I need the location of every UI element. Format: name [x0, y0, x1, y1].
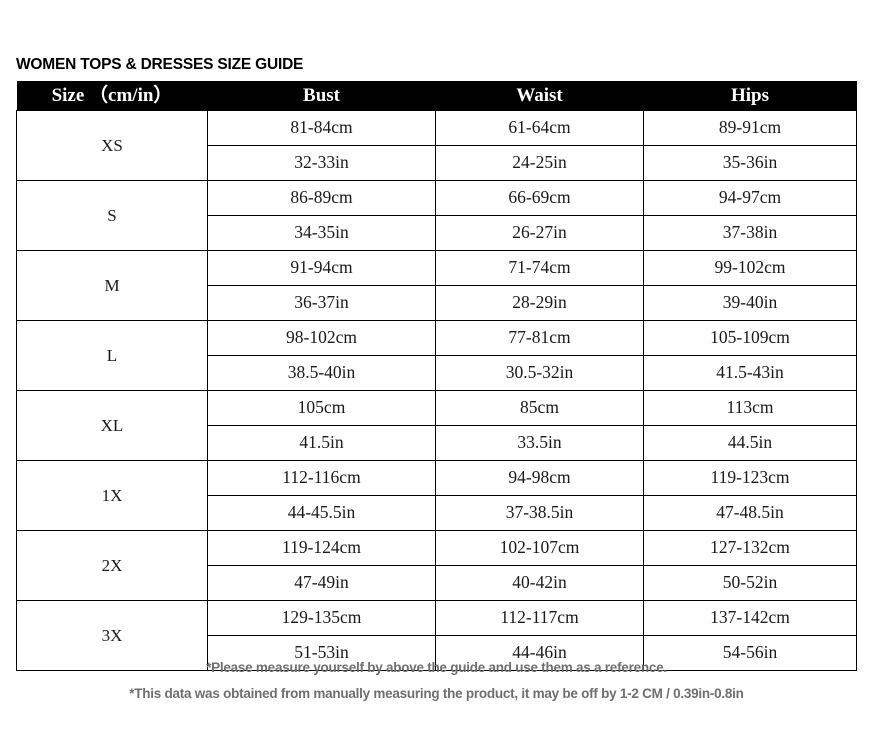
page-title: WOMEN TOPS & DRESSES SIZE GUIDE	[16, 56, 304, 73]
waist-in-cell: 24-25in	[435, 145, 644, 181]
bust-cm-cell: 129-135cm	[207, 600, 436, 636]
column-header-bust: Bust	[207, 81, 436, 111]
hips-in-cell: 39-40in	[643, 285, 857, 321]
table-header: Size （cm/in） Bust Waist Hips	[16, 81, 857, 111]
table-row: 38.5-40in 30.5-32in 41.5-43in	[17, 355, 857, 391]
table-row: 41.5in 33.5in 44.5in	[17, 425, 857, 461]
waist-cm-cell: 77-81cm	[435, 320, 644, 356]
waist-cm-cell: 112-117cm	[435, 600, 644, 636]
bust-cm-cell: 119-124cm	[207, 530, 436, 566]
size-label-cell: S	[16, 180, 208, 251]
bust-cm-cell: 105cm	[207, 390, 436, 426]
hips-in-cell: 47-48.5in	[643, 495, 857, 531]
table-row: 1X 112-116cm 94-98cm 119-123cm	[16, 460, 857, 531]
bust-in-cell: 41.5in	[207, 425, 436, 461]
table-row: 47-49in 40-42in 50-52in	[17, 565, 857, 601]
waist-in-cell: 28-29in	[435, 285, 644, 321]
waist-in-cell: 33.5in	[435, 425, 644, 461]
table-row: L 98-102cm 77-81cm 105-109cm	[16, 320, 857, 391]
size-guide-table: Size （cm/in） Bust Waist Hips XS 81-84cm 61…	[16, 81, 857, 671]
waist-cm-cell: 66-69cm	[435, 180, 644, 216]
table-row: XL 105cm 85cm 113cm	[16, 390, 857, 461]
hips-in-cell: 44.5in	[643, 425, 857, 461]
table-row: 32-33in 24-25in 35-36in	[17, 145, 857, 181]
bust-in-cell: 47-49in	[207, 565, 436, 601]
waist-cm-cell: 71-74cm	[435, 250, 644, 286]
footnote-tolerance: *This data was obtained from manually me…	[129, 686, 744, 701]
hips-cm-cell: 137-142cm	[643, 600, 857, 636]
footnotes: *Please measure yourself by above the gu…	[0, 655, 873, 707]
waist-cm-cell: 61-64cm	[435, 110, 644, 146]
hips-cm-cell: 105-109cm	[643, 320, 857, 356]
footnote-measure: *Please measure yourself by above the gu…	[206, 660, 667, 675]
waist-in-cell: 26-27in	[435, 215, 644, 251]
hips-in-cell: 37-38in	[643, 215, 857, 251]
table-row: 3X 129-135cm 112-117cm 137-142cm	[16, 600, 857, 671]
bust-cm-cell: 81-84cm	[207, 110, 436, 146]
bust-cm-cell: 98-102cm	[207, 320, 436, 356]
table-row: 44-45.5in 37-38.5in 47-48.5in	[17, 495, 857, 531]
table-row: XS 81-84cm 61-64cm 89-91cm	[16, 110, 857, 181]
hips-in-cell: 54-56in	[643, 635, 857, 671]
table-row: 34-35in 26-27in 37-38in	[17, 215, 857, 251]
table-row: M 91-94cm 71-74cm 99-102cm	[16, 250, 857, 321]
table-header-row: Size （cm/in） Bust Waist Hips	[16, 81, 857, 111]
size-label-cell: 3X	[16, 600, 208, 671]
waist-in-cell: 30.5-32in	[435, 355, 644, 391]
table-body: XS 81-84cm 61-64cm 89-91cm 32-33in 24-25in 35-…	[16, 110, 857, 671]
hips-cm-cell: 119-123cm	[643, 460, 857, 496]
waist-cm-cell: 85cm	[435, 390, 644, 426]
waist-in-cell: 37-38.5in	[435, 495, 644, 531]
size-label-cell: XL	[16, 390, 208, 461]
size-label-cell: 2X	[16, 530, 208, 601]
hips-in-cell: 41.5-43in	[643, 355, 857, 391]
size-label-cell: M	[16, 250, 208, 321]
hips-cm-cell: 94-97cm	[643, 180, 857, 216]
bust-in-cell: 38.5-40in	[207, 355, 436, 391]
hips-cm-cell: 113cm	[643, 390, 857, 426]
waist-cm-cell: 94-98cm	[435, 460, 644, 496]
bust-cm-cell: 91-94cm	[207, 250, 436, 286]
bust-in-cell: 32-33in	[207, 145, 436, 181]
size-label-cell: L	[16, 320, 208, 391]
bust-cm-cell: 112-116cm	[207, 460, 436, 496]
hips-cm-cell: 99-102cm	[643, 250, 857, 286]
hips-cm-cell: 89-91cm	[643, 110, 857, 146]
hips-in-cell: 35-36in	[643, 145, 857, 181]
size-label-cell: XS	[16, 110, 208, 181]
table-row: 36-37in 28-29in 39-40in	[17, 285, 857, 321]
column-header-hips: Hips	[643, 81, 857, 111]
bust-in-cell: 34-35in	[207, 215, 436, 251]
waist-in-cell: 44-46in	[435, 635, 644, 671]
bust-cm-cell: 86-89cm	[207, 180, 436, 216]
column-header-waist: Waist	[435, 81, 644, 111]
bust-in-cell: 44-45.5in	[207, 495, 436, 531]
table-row: 51-53in 44-46in 54-56in	[17, 635, 857, 671]
waist-in-cell: 40-42in	[435, 565, 644, 601]
table-row: S 86-89cm 66-69cm 94-97cm	[16, 180, 857, 251]
column-header-size: Size （cm/in）	[16, 81, 208, 111]
size-label-cell: 1X	[16, 460, 208, 531]
hips-in-cell: 50-52in	[643, 565, 857, 601]
hips-cm-cell: 127-132cm	[643, 530, 857, 566]
bust-in-cell: 51-53in	[207, 635, 436, 671]
table-row: 2X 119-124cm 102-107cm 127-132cm	[16, 530, 857, 601]
waist-cm-cell: 102-107cm	[435, 530, 644, 566]
bust-in-cell: 36-37in	[207, 285, 436, 321]
